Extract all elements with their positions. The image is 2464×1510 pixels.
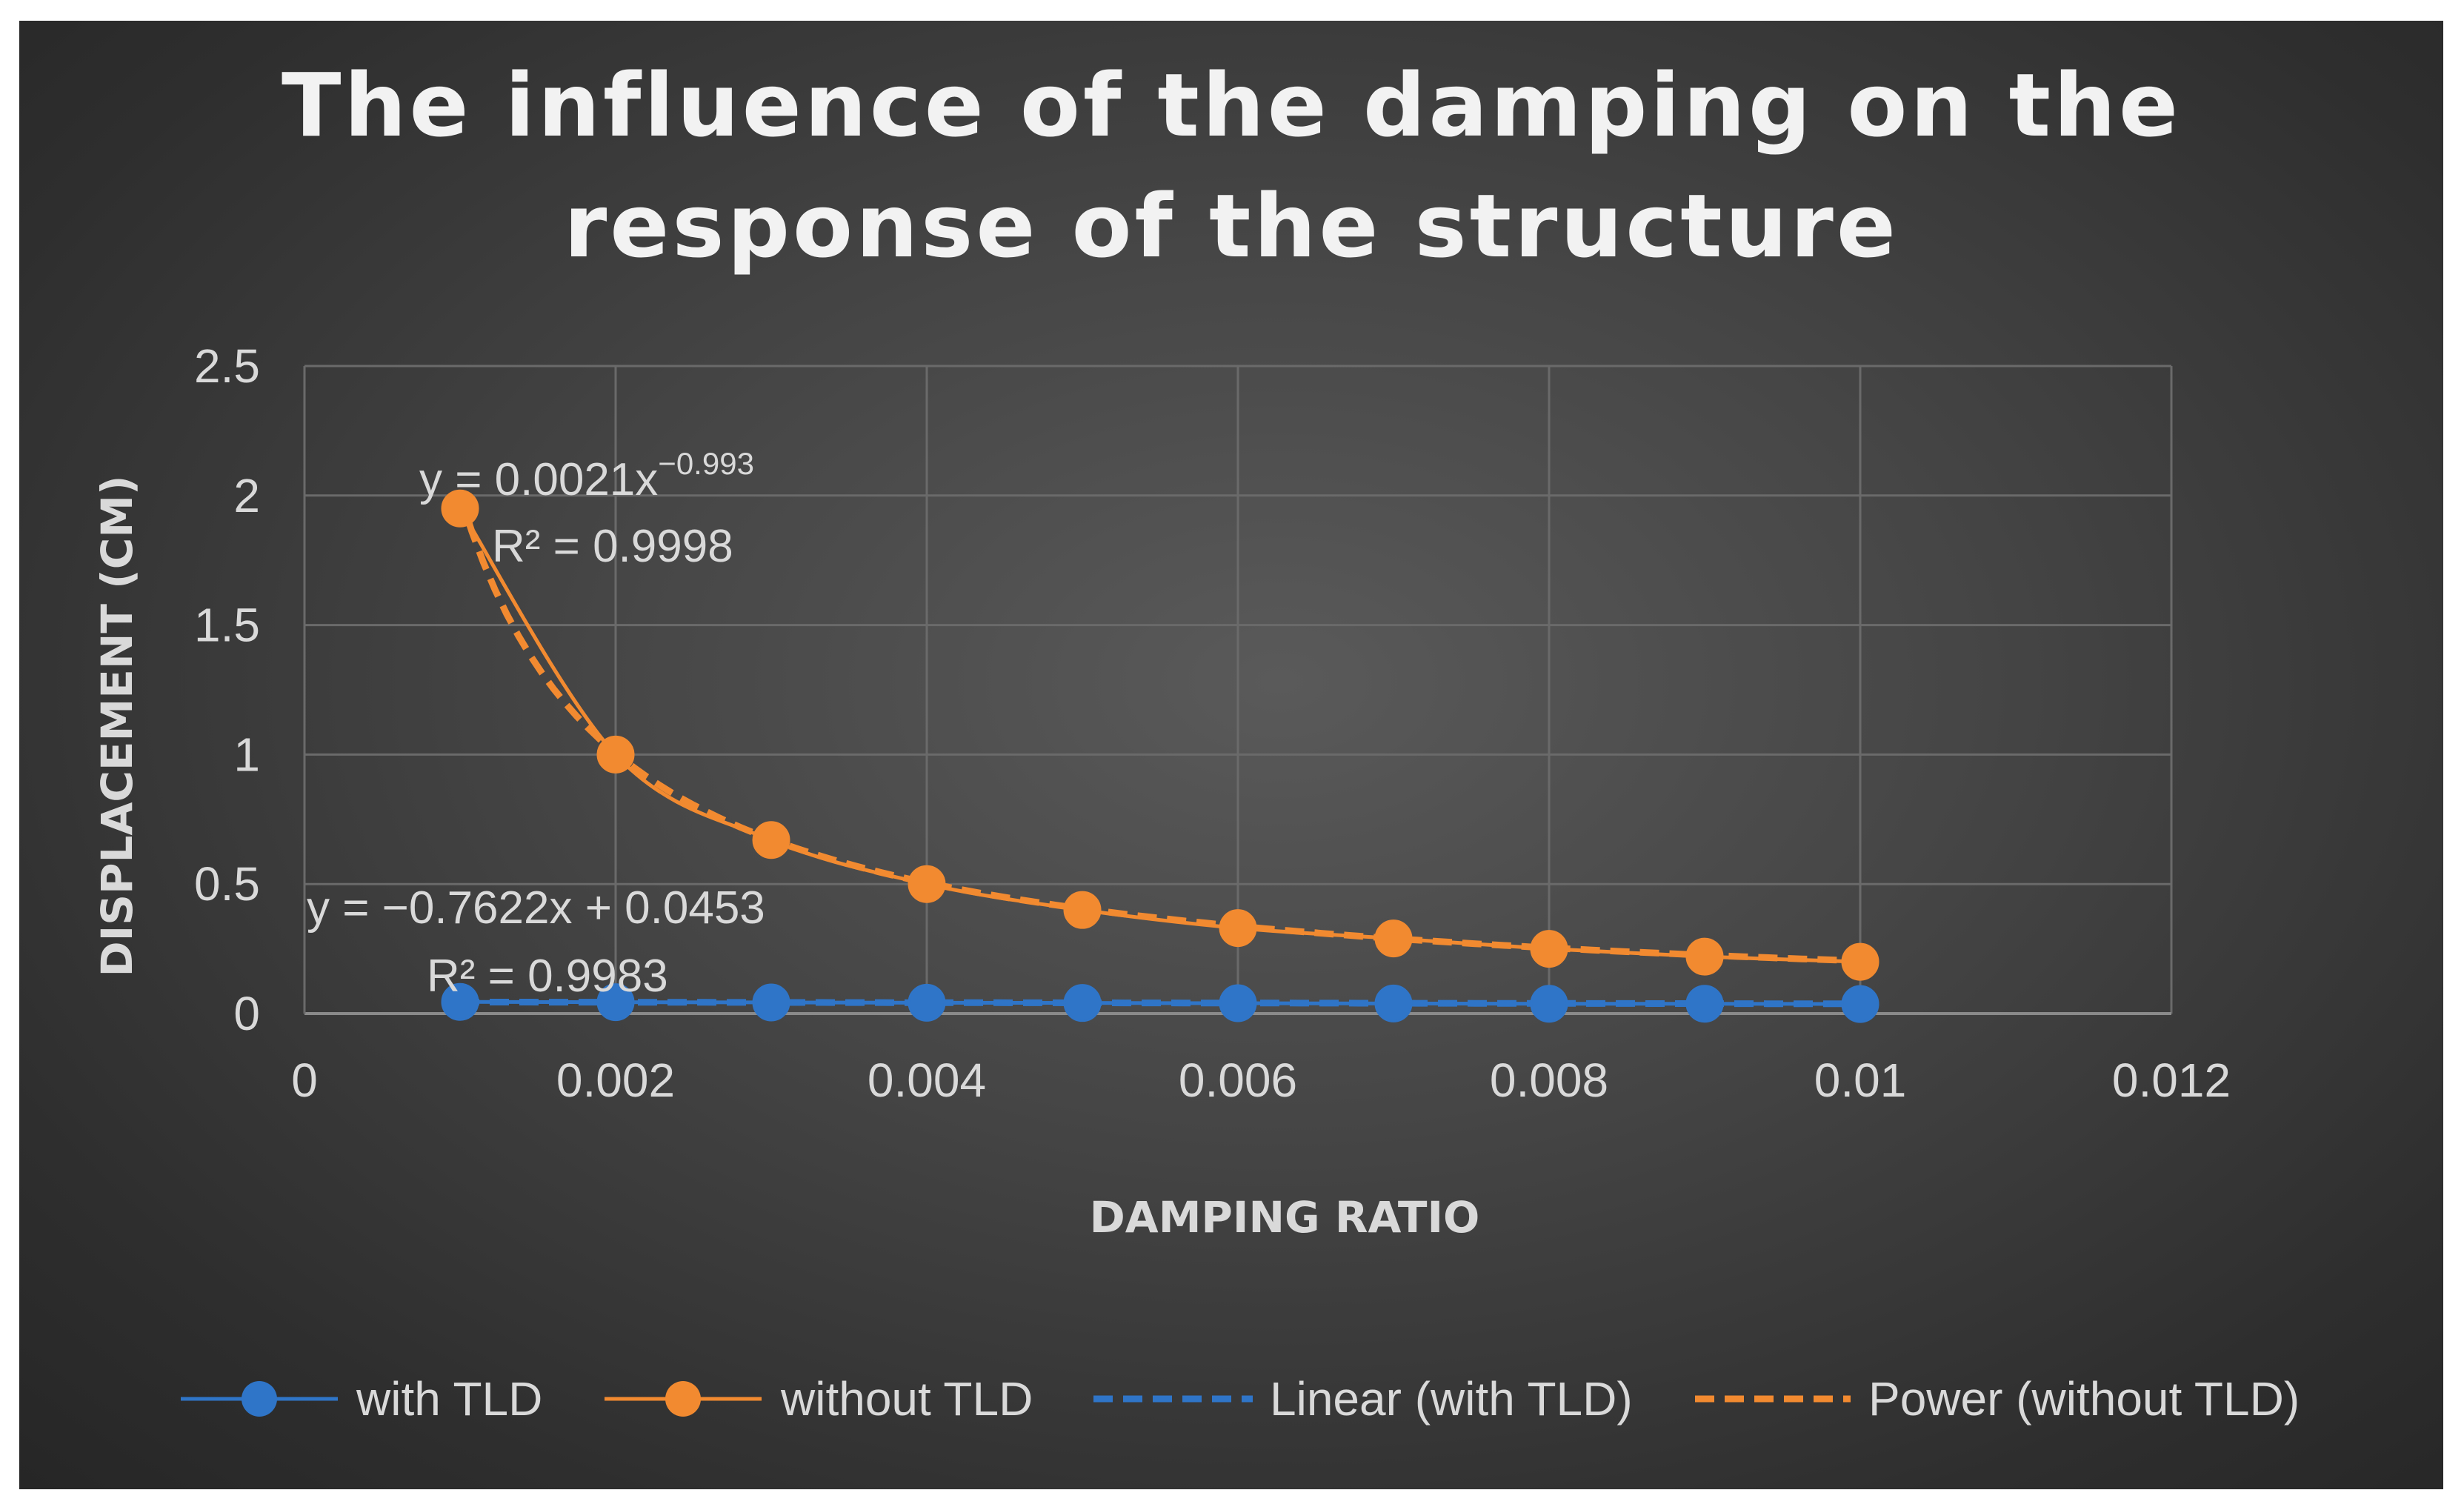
data-point xyxy=(441,489,479,528)
series-layer xyxy=(456,494,1861,1008)
power-equation-exponent: −0.993 xyxy=(658,446,754,481)
data-point xyxy=(752,821,790,859)
linear-r2-annotation: R² = 0.9983 xyxy=(427,951,668,1002)
data-point xyxy=(908,865,946,903)
data-point xyxy=(596,735,635,774)
data-point xyxy=(1530,930,1568,968)
y-tick-label: 0.5 xyxy=(194,857,260,911)
x-tick-label: 0.002 xyxy=(556,1054,675,1107)
chart-title-line-2: response of the structure xyxy=(564,175,1899,277)
y-tick-label: 1 xyxy=(233,728,260,781)
x-tick-label: 0 xyxy=(291,1054,318,1107)
data-point xyxy=(908,983,946,1022)
x-tick-label: 0.004 xyxy=(868,1054,986,1107)
data-point xyxy=(1374,919,1413,958)
x-axis-label: DAMPING RATIO xyxy=(1090,1192,1480,1243)
linear-equation-annotation: y = −0.7622x + 0.0453 xyxy=(307,882,765,934)
legend-label: with TLD xyxy=(356,1372,542,1426)
x-tick-label: 0.012 xyxy=(2112,1054,2231,1107)
y-tick-label: 1.5 xyxy=(194,599,260,652)
data-point xyxy=(1841,942,1879,981)
power-equation-annotation: y = 0.0021x−0.993 xyxy=(419,446,754,505)
x-tick-labels: 0 0.002 0.004 0.006 0.008 0.01 0.012 xyxy=(291,1054,2231,1107)
legend: with TLD without TLD Linear (with TLD) Powe… xyxy=(181,1372,2300,1426)
data-point xyxy=(441,982,479,1021)
x-tick-label: 0.008 xyxy=(1490,1054,1608,1107)
data-point xyxy=(1374,984,1413,1022)
data-point xyxy=(596,983,635,1022)
data-point xyxy=(1685,985,1724,1023)
chart-title-line-1: The influence of the damping on the xyxy=(282,54,2181,156)
series-line xyxy=(458,507,1861,964)
y-tick-labels: 0 0.5 1 1.5 2 2.5 xyxy=(194,339,260,1040)
data-point xyxy=(1530,985,1568,1023)
y-axis-label: DISPLACEMENT (CM) xyxy=(92,476,142,977)
power-equation-main: y = 0.0021x xyxy=(419,454,658,505)
legend-swatch-marker xyxy=(242,1381,277,1417)
markers-layer xyxy=(441,489,1879,1023)
legend-swatch-marker xyxy=(665,1381,701,1417)
y-tick-label: 2 xyxy=(233,469,260,522)
legend-label: Power (without TLD) xyxy=(1868,1372,2300,1426)
legend-label: Linear (with TLD) xyxy=(1270,1372,1633,1426)
x-tick-label: 0.006 xyxy=(1179,1054,1297,1107)
data-point xyxy=(1063,891,1102,929)
y-tick-label: 0 xyxy=(233,987,260,1040)
data-point xyxy=(752,983,790,1022)
power-r2-annotation: R² = 0.9998 xyxy=(492,521,733,572)
chart-svg: The influence of the damping on the resp… xyxy=(92,54,2300,1426)
chart-frame: The influence of the damping on the resp… xyxy=(19,21,2443,1489)
series-line xyxy=(459,1000,1861,1006)
data-point xyxy=(1841,985,1879,1023)
data-point xyxy=(1219,984,1257,1022)
y-tick-label: 2.5 xyxy=(194,339,260,393)
data-point xyxy=(1219,909,1257,948)
x-tick-label: 0.01 xyxy=(1814,1054,1907,1107)
legend-label: without TLD xyxy=(780,1372,1033,1426)
data-point xyxy=(1685,937,1724,976)
data-point xyxy=(1063,984,1102,1022)
